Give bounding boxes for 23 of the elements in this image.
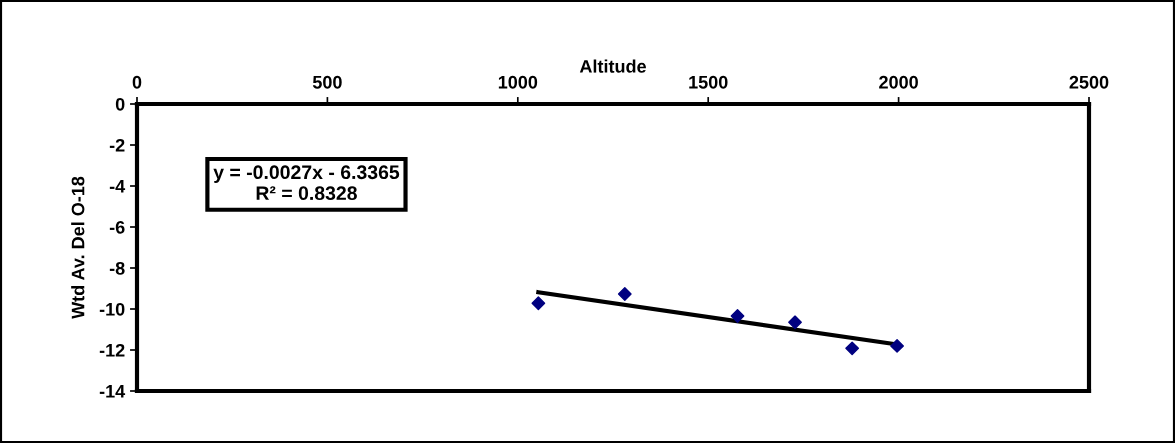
point (890, 338, 904, 353)
y-tick-label: 0 (115, 97, 125, 111)
y-tick-label: -14 (99, 385, 126, 398)
x-tick-label: 2500 (1069, 75, 1109, 89)
x-tick-label: 0 (132, 75, 142, 89)
y-tick-label: -12 (99, 343, 125, 357)
point (617, 287, 632, 301)
y-tick-label: -10 (99, 302, 125, 316)
x-tick-label: 1500 (689, 75, 728, 89)
y-tick-label: -6 (109, 220, 125, 234)
y-axis-title: Wtd Av. Del O-18 (71, 176, 85, 319)
point (730, 309, 745, 323)
x-tick-label: 1000 (498, 75, 538, 89)
x-axis-title: Altitude (579, 59, 646, 73)
y-tick-label: -4 (109, 180, 126, 193)
x-tick-label: 2000 (879, 75, 918, 89)
y-tick-label: -8 (109, 261, 125, 275)
point (845, 341, 860, 356)
point (788, 315, 802, 330)
x-tick-label: 500 (312, 75, 342, 89)
point (531, 296, 546, 311)
annotation: y = -0.0027x - 6.3365 R² = 0.8328 (213, 165, 400, 201)
y-tick-label: -2 (109, 138, 125, 152)
